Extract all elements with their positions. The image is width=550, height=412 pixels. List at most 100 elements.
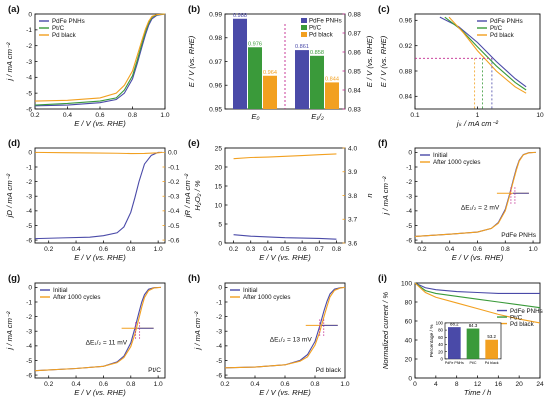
x-axis-label: E / V (vs. RHE) [259,253,311,262]
y-tick-label: 0.88 [348,11,361,18]
y-tick-label: -0.3 [168,194,180,201]
y-tick-label: -5 [406,223,412,230]
panel-label: (d) [8,138,20,149]
y-tick-label: -6 [406,237,412,244]
catalyst-caption: Pd black [316,367,342,374]
y-tick-label: -3 [26,329,32,336]
data-series-line [34,13,166,107]
y2-axis-label: n [365,193,374,197]
bar [233,18,247,109]
x-tick-label: 0.8 [332,246,341,253]
y-tick-label: 60 [405,318,413,325]
legend-entry: PdFe PNHs [309,18,342,25]
x-tick-label: 0.2 [417,246,426,253]
y-tick-label: 3.8 [348,193,357,200]
inset-y-axis-label: Percentage / % [429,324,435,358]
x-tick-label: 0.4 [263,246,272,253]
y-tick-label: 100 [401,280,412,287]
x-tick-label: 0.7 [315,246,324,253]
y-tick-label: -4 [216,343,222,350]
x-axis-label: jₖ / mA cm⁻² [456,119,499,128]
panel-c: (c) 0.1 1 10 0.96 0.92 0.88 0.84 jₖ / mA cm⁻² E /… [378,4,544,128]
y-axis-label: j / mA cm⁻² [5,42,14,81]
y-tick-label: 5 [218,221,222,228]
bar [248,47,262,109]
x-tick-label: 0.2 [44,246,53,253]
y-tick-label: -3 [26,194,32,201]
y-tick-label: -0.6 [168,237,180,244]
y-tick-label: -2 [26,179,32,186]
legend-swatch [301,25,307,30]
panel-label: (f) [378,138,388,149]
x-tick-label: 0.8 [128,112,137,119]
y-tick-label: 0.92 [399,43,412,50]
x-tick-label: 1.0 [154,246,163,253]
x-tick-label: 0.5 [280,246,289,253]
panel-f: (f) 0.2 0.4 0.6 0.8 1.0 0 -1 -2 -3 -4 -5 -6 E / V (vs… [378,138,541,262]
y-tick-label: -2 [26,43,32,50]
legend-entry: PdFe PNHs [510,308,543,315]
y-tick-label: 25 [215,145,223,152]
y-axis-label: j / mA cm⁻² [5,311,14,350]
x-tick-label: 1.0 [528,246,537,253]
y-tick-label: 0.96 [209,83,222,90]
legend-entry: After 1000 cycles [243,294,290,301]
panel-d: (d) 0.2 0.4 0.6 0.8 1.0 0 -1 -2 -3 -4 -5 -6 0.0 -0.1 -0… [5,138,192,262]
x-tick-label: 10 [536,112,544,119]
y-tick-label: -6 [26,106,32,113]
y-tick-label: 0 [28,150,32,157]
x-tick-label: 8 [455,381,459,388]
x-tick-label: 0.2 [229,246,238,253]
bar-value-label: 0.844 [325,76,339,82]
legend-entry: Initial [433,152,447,159]
bar [295,50,309,109]
data-series-line [34,151,163,155]
y-tick-label: -5 [26,90,32,97]
x-tick-label: 0.1 [410,112,419,119]
panel-label: (i) [378,273,387,284]
bar-value-label: 0.861 [295,44,309,50]
y-tick-label: 0 [28,11,32,18]
inset-bar [448,327,461,359]
y-axis-label: E / V (vs. RHE) [379,35,388,87]
panel-label: (g) [8,273,20,284]
x-category-label: E₁/₂ [311,112,324,121]
x-tick-label: 16 [495,381,503,388]
data-series-line [414,282,540,294]
legend-entry: Pt/C [52,25,65,32]
y-tick-label: 15 [215,183,223,190]
y-tick-label: 4.0 [348,145,357,152]
bar [310,55,324,109]
bar-value-label: 0.988 [233,13,247,19]
y-axis-label: j / mA cm⁻² [193,311,202,350]
panel-label: (b) [188,4,200,15]
legend-entry: After 1000 cycles [433,159,480,166]
y-tick-label: 0.96 [399,18,412,25]
panel-label: (e) [188,138,200,149]
x-tick-label: 0.2 [220,381,229,388]
y-tick-label: -4 [26,343,32,350]
x-tick-label: 0.3 [246,246,255,253]
data-series-line [414,282,541,324]
x-tick-label: 0.6 [99,246,108,253]
legend-entry: Pt/C [510,314,523,321]
x-tick-label: 1.0 [340,381,349,388]
y-tick-label: 0.84 [399,94,412,101]
x-tick-label: 0.6 [298,246,307,253]
y-tick-label: -2 [216,314,222,321]
x-tick-label: 1 [476,112,480,119]
plot-frame [34,282,166,379]
x-axis-label: E / V (vs. RHE) [74,388,126,397]
y-tick-label: 0.83 [348,106,361,113]
y-tick-label: -0.4 [168,208,180,215]
y-tick-label: -5 [26,358,32,365]
legend-entry: After 1000 cycles [53,294,100,301]
y2-axis-label: E / V (vs. RHE) [365,35,374,87]
y-tick-label: -1 [406,164,412,171]
legend-entry: Pt/C [309,25,322,32]
inset-tick-label: 100 [436,321,444,326]
data-series-line [34,13,166,102]
x-tick-label: 0.8 [310,381,319,388]
panel-b: (b) 0.99 0.98 0.97 0.96 0.95 0.88 0.87 0.86 0.85 0… [187,4,374,121]
y-tick-label: 20 [405,356,413,363]
